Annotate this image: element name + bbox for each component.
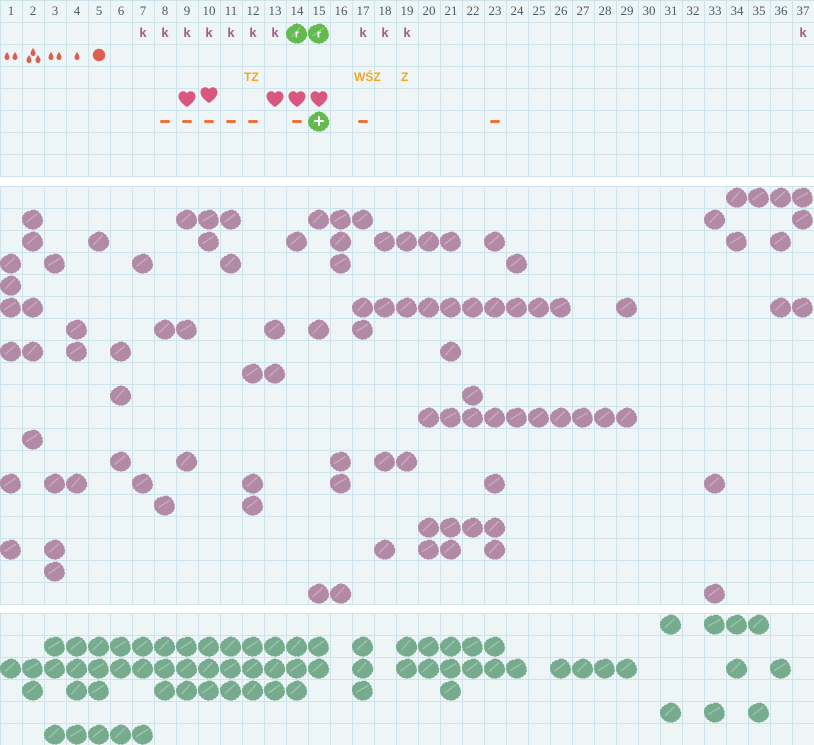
svg-text:r: r [295,29,300,41]
svg-text:r: r [317,29,322,41]
